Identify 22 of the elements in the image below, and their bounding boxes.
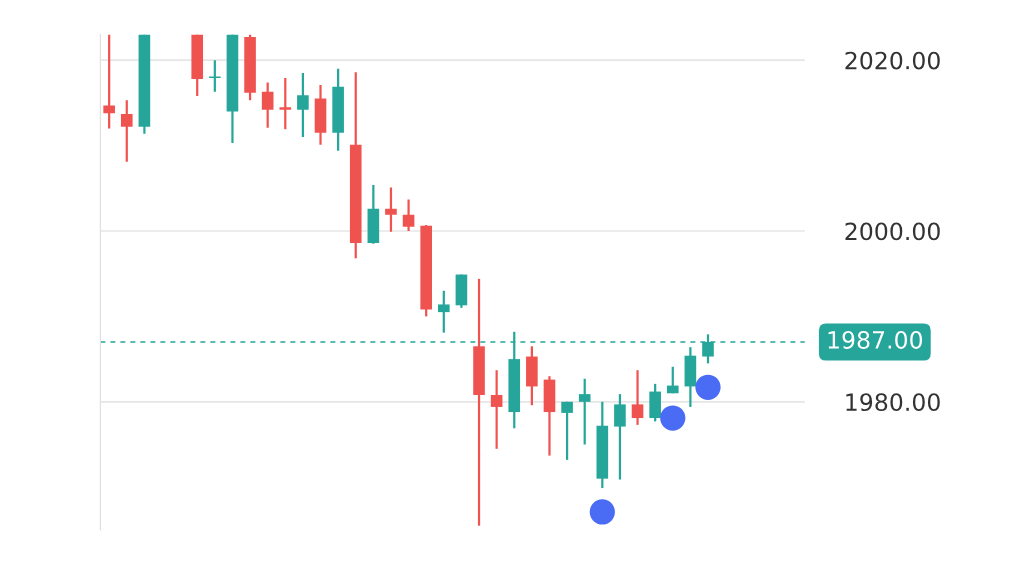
candlestick [279, 77, 292, 131]
candlestick [614, 393, 626, 481]
candlestick [209, 59, 221, 93]
candlestick [297, 71, 309, 139]
y-tick-label: 1980.00 [846, 393, 940, 412]
candlestick [385, 186, 397, 233]
candlestick [666, 365, 679, 395]
point [695, 374, 721, 400]
point [660, 405, 686, 431]
candlestick [631, 369, 644, 426]
candlestick [490, 369, 503, 450]
candlestick [120, 99, 133, 163]
candlestick [561, 400, 573, 461]
candlestick [437, 289, 450, 334]
candlestick [103, 34, 115, 130]
ref-line-label: 1987.00 [828, 331, 923, 349]
candlestick [402, 198, 415, 233]
candlestick [261, 81, 274, 129]
point [589, 499, 615, 525]
candlestick [578, 377, 591, 446]
y-tick-label: 2020.00 [845, 51, 940, 70]
y-tick-label: 2000.00 [845, 222, 940, 241]
